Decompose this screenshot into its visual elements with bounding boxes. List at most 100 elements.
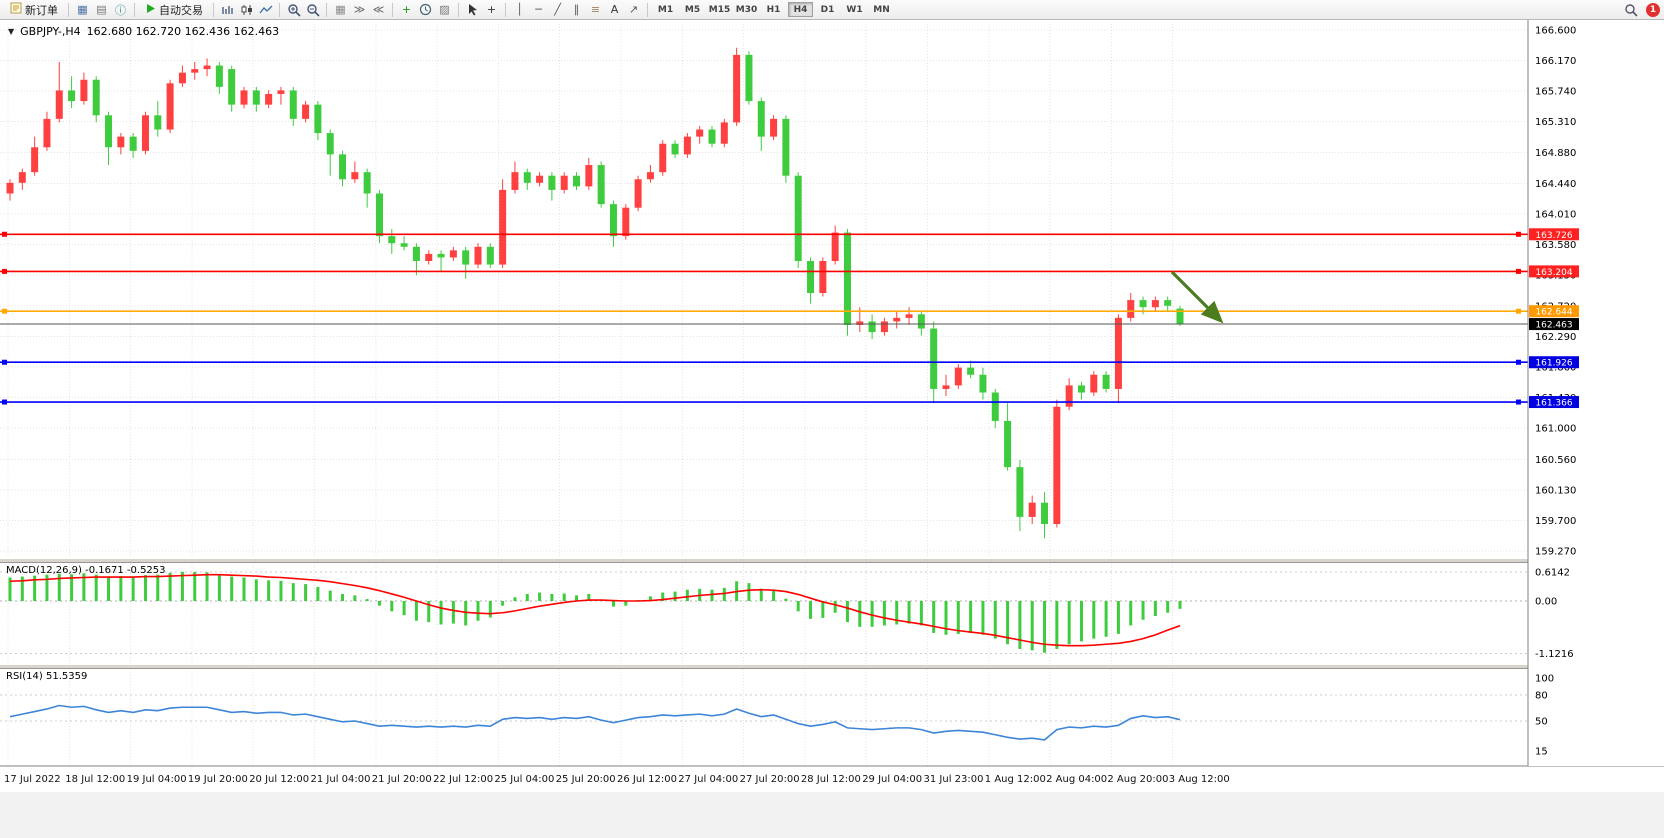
- toolbar-right: 1: [1621, 0, 1660, 19]
- bar-chart-icon[interactable]: [218, 1, 237, 18]
- svg-text:22 Jul 12:00: 22 Jul 12:00: [433, 774, 493, 785]
- timeframe-mn[interactable]: MN: [873, 4, 890, 15]
- svg-text:162.644: 162.644: [1535, 308, 1572, 318]
- channel-icon[interactable]: ∥: [573, 3, 580, 16]
- new-order-icon: [10, 2, 22, 17]
- svg-text:159.700: 159.700: [1535, 516, 1576, 527]
- indicators-icon[interactable]: +: [401, 3, 412, 16]
- macd-panel: [8, 571, 1182, 653]
- horizontal-lines[interactable]: [0, 231, 1528, 405]
- zoom-in-icon[interactable]: [284, 1, 303, 18]
- arrow-annotation[interactable]: [1170, 270, 1224, 324]
- crosshair-icon[interactable]: +: [486, 3, 497, 16]
- svg-text:2 Aug 20:00: 2 Aug 20:00: [1107, 774, 1168, 785]
- svg-text:164.440: 164.440: [1535, 179, 1576, 190]
- svg-text:161.926: 161.926: [1535, 359, 1572, 369]
- chart-canvas[interactable]: 166.600 166.170 165.740 165.310 164.880 164.4…: [0, 20, 1664, 838]
- svg-text:161.366: 161.366: [1535, 399, 1572, 409]
- collapse-triangle-icon[interactable]: ▼: [8, 27, 15, 36]
- time-axis[interactable]: 17 Jul 2022 18 Jul 12:00 19 Jul 04:00 19 Ju…: [4, 774, 1230, 785]
- svg-text:3 Aug 12:00: 3 Aug 12:00: [1169, 774, 1230, 785]
- toolbar-separator: [134, 2, 135, 17]
- candlestick-chart-icon[interactable]: [237, 1, 256, 18]
- svg-text:18 Jul 12:00: 18 Jul 12:00: [65, 774, 125, 785]
- text-icon[interactable]: A: [610, 3, 619, 16]
- timeframe-m1[interactable]: M1: [657, 4, 674, 15]
- svg-text:163.580: 163.580: [1535, 240, 1576, 251]
- rsi-name: RSI(14): [6, 671, 43, 682]
- periods-icon[interactable]: [416, 1, 435, 18]
- timeframe-d1[interactable]: D1: [820, 4, 835, 15]
- svg-text:164.880: 164.880: [1535, 148, 1576, 159]
- profiles-icon[interactable]: ▤: [96, 3, 107, 16]
- svg-text:80: 80: [1535, 691, 1548, 702]
- price-tag: 162.644: [1529, 305, 1579, 318]
- data-window-icon[interactable]: ⓘ: [115, 3, 126, 17]
- toolbar-separator: [279, 2, 280, 17]
- arrows-icon[interactable]: ↗: [628, 3, 639, 16]
- svg-text:1 Aug 12:00: 1 Aug 12:00: [985, 774, 1046, 785]
- toolbar-separator: [505, 2, 506, 17]
- new-order-button[interactable]: 新订单: [4, 1, 64, 18]
- search-icon[interactable]: [1621, 1, 1640, 18]
- toolbar-separator: [68, 2, 69, 17]
- notification-badge[interactable]: 1: [1646, 2, 1660, 17]
- grid-icon[interactable]: ▦: [335, 3, 346, 16]
- svg-text:165.740: 165.740: [1535, 87, 1576, 98]
- timeframe-m30[interactable]: M30: [735, 4, 758, 15]
- svg-text:50: 50: [1535, 717, 1548, 728]
- svg-text:100: 100: [1535, 674, 1554, 685]
- svg-text:20 Jul 12:00: 20 Jul 12:00: [249, 774, 309, 785]
- autotrading-button[interactable]: 自动交易: [139, 1, 209, 18]
- panel-dividers: [0, 558, 1664, 838]
- macd-values: -0.1671 -0.5253: [85, 565, 166, 576]
- trendline-icon[interactable]: ╱: [554, 3, 561, 16]
- price-axis[interactable]: 166.600 166.170 165.740 165.310 164.880 164.4…: [1527, 20, 1664, 766]
- price-tag: 161.926: [1529, 356, 1579, 369]
- svg-text:160.130: 160.130: [1535, 485, 1576, 496]
- timeframe-h4[interactable]: H4: [788, 2, 813, 17]
- cursor-icon[interactable]: [463, 1, 482, 18]
- svg-text:162.290: 162.290: [1535, 332, 1576, 343]
- autoscroll-icon[interactable]: ≫: [353, 3, 366, 16]
- grid: [0, 24, 1528, 766]
- vertical-line-icon[interactable]: │: [516, 3, 523, 16]
- svg-text:165.310: 165.310: [1535, 117, 1576, 128]
- rsi-panel: [9, 704, 1181, 741]
- fibonacci-icon[interactable]: ≡: [590, 3, 601, 16]
- price-tag: 163.204: [1529, 265, 1579, 278]
- rsi-panel-label: RSI(14) 51.5359: [6, 671, 87, 682]
- svg-text:15: 15: [1535, 747, 1548, 758]
- svg-text:25 Jul 04:00: 25 Jul 04:00: [494, 774, 554, 785]
- templates-icon[interactable]: ▨: [439, 3, 450, 16]
- svg-text:25 Jul 20:00: 25 Jul 20:00: [556, 774, 616, 785]
- svg-text:26 Jul 12:00: 26 Jul 12:00: [617, 774, 677, 785]
- chart-shift-icon[interactable]: ≪: [372, 3, 385, 16]
- timeframe-w1[interactable]: W1: [846, 4, 863, 15]
- timeframe-m15[interactable]: M15: [708, 4, 731, 15]
- line-chart-icon[interactable]: [256, 1, 275, 18]
- toolbar-separator: [458, 2, 459, 17]
- svg-text:160.560: 160.560: [1535, 455, 1576, 466]
- svg-text:0.6142: 0.6142: [1535, 568, 1570, 579]
- symbol-timeframe-label: GBPJPY-,H4: [20, 25, 81, 38]
- toolbar-separator: [647, 2, 648, 17]
- zoom-out-icon[interactable]: [303, 1, 322, 18]
- svg-text:163.204: 163.204: [1535, 268, 1572, 278]
- charts-icon[interactable]: ▦: [77, 3, 88, 16]
- ohlc-values: 162.680 162.720 162.436 162.463: [86, 25, 280, 38]
- svg-text:19 Jul 04:00: 19 Jul 04:00: [127, 774, 187, 785]
- timeframe-m5[interactable]: M5: [684, 4, 701, 15]
- horizontal-line-icon[interactable]: ─: [535, 3, 542, 16]
- svg-text:163.726: 163.726: [1535, 231, 1572, 241]
- svg-text:21 Jul 04:00: 21 Jul 04:00: [311, 774, 371, 785]
- chart-area[interactable]: 166.600 166.170 165.740 165.310 164.880 164.4…: [0, 20, 1664, 838]
- macd-panel-label: MACD(12,26,9) -0.1671 -0.5253: [6, 565, 166, 576]
- svg-text:31 Jul 23:00: 31 Jul 23:00: [924, 774, 984, 785]
- toolbar: 新订单 ▦ ▤ ⓘ 自动交易 ▦ ≫ ≪ + ▨ + │ ─ ╱ ∥ ≡ A ↗ M1 M5 M15 M30 H1 H4 D1 W…: [0, 0, 1664, 20]
- svg-text:161.000: 161.000: [1535, 424, 1576, 435]
- timeframe-h1[interactable]: H1: [766, 4, 781, 15]
- svg-text:21 Jul 20:00: 21 Jul 20:00: [372, 774, 432, 785]
- price-tag: 161.366: [1529, 396, 1579, 409]
